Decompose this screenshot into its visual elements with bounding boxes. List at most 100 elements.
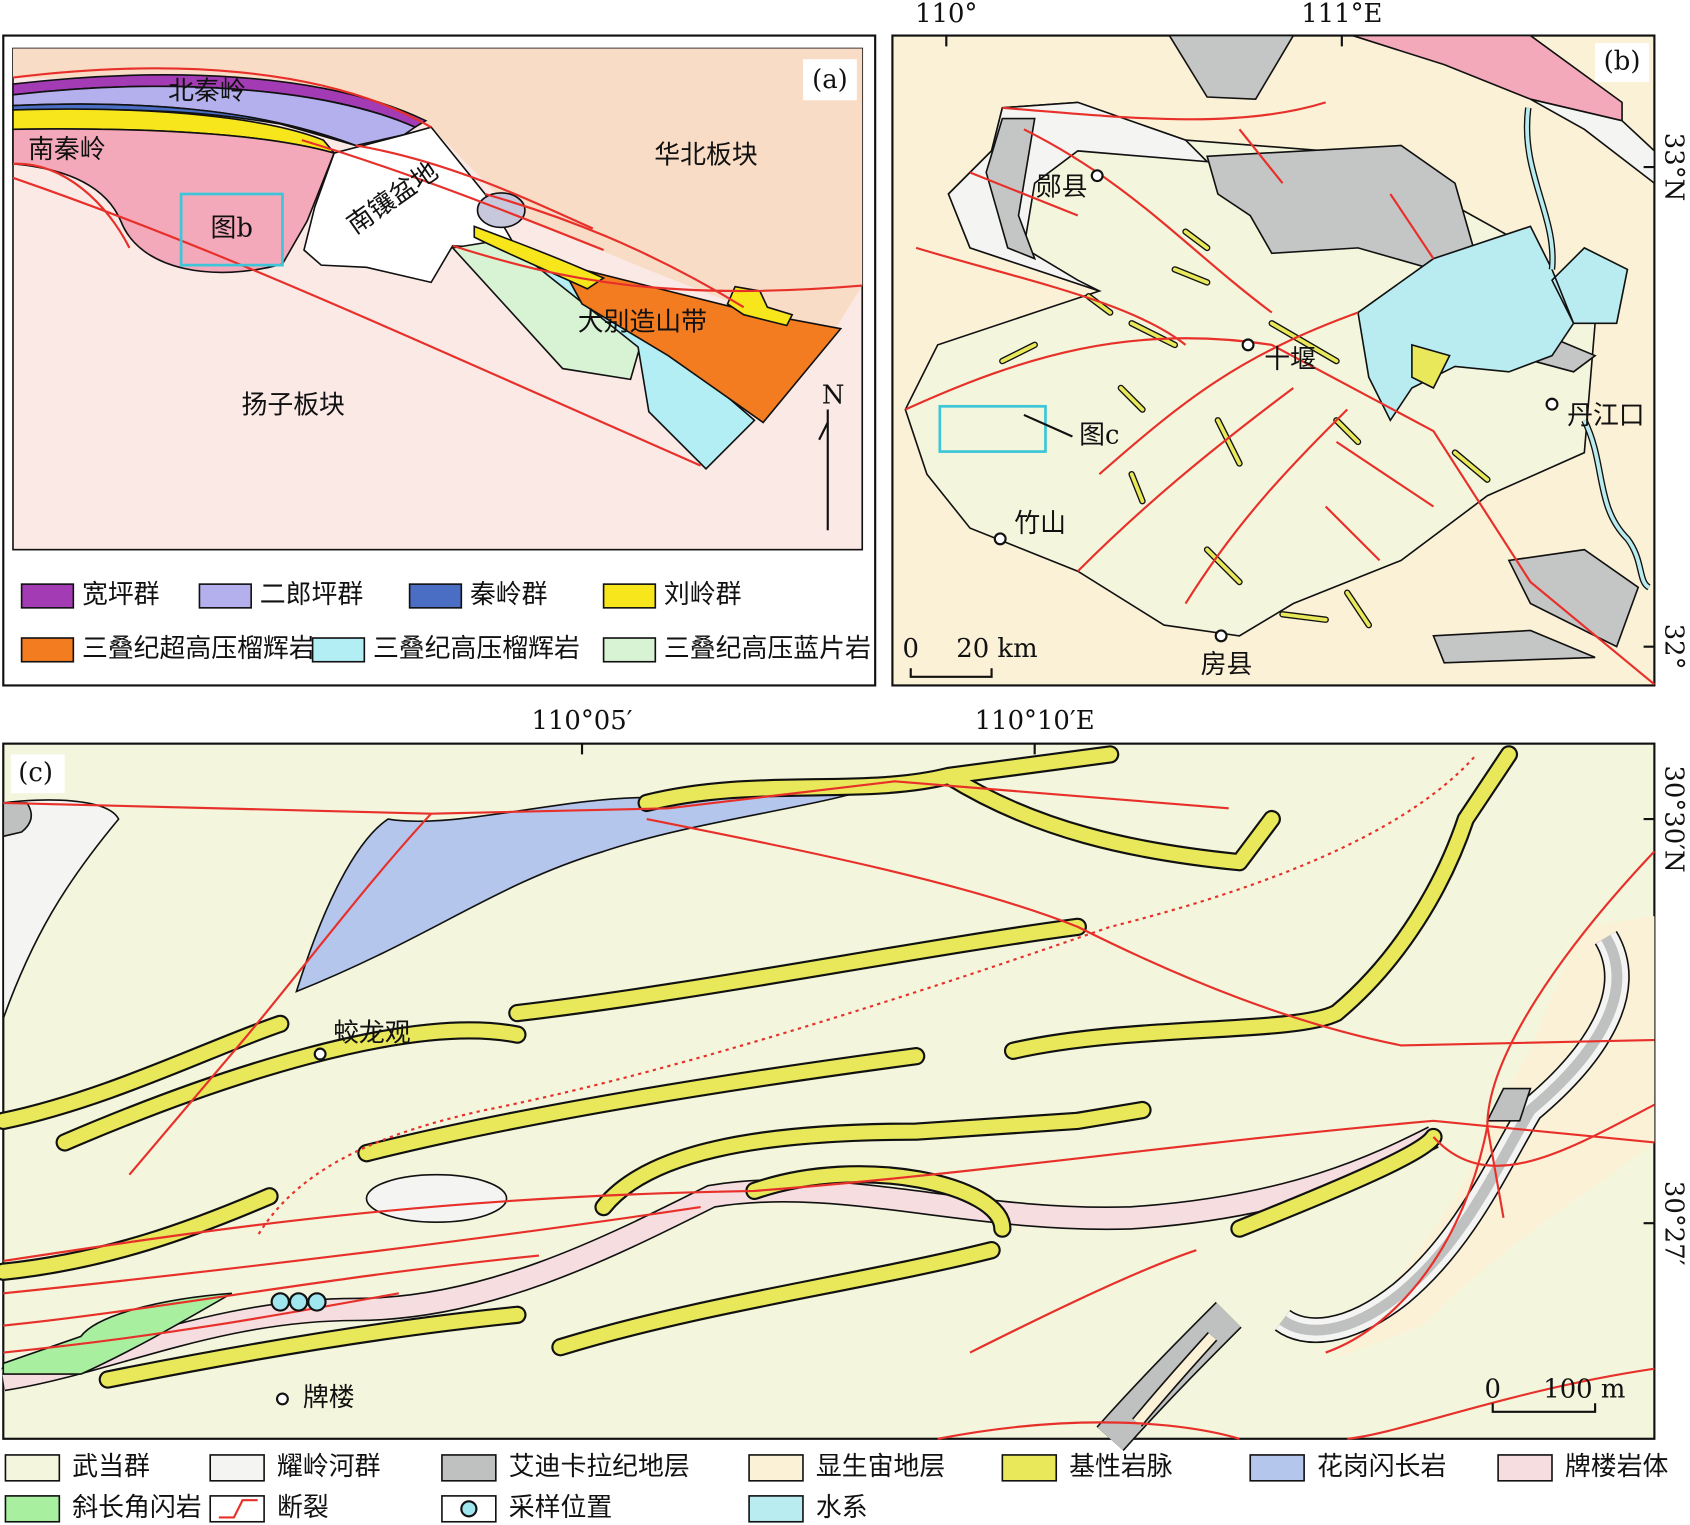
scale-label: 20 km xyxy=(956,634,1037,664)
legend-sample xyxy=(460,1500,478,1518)
panel-c: (c) 110°05′ 110°10′E 30°30′N 30°27′ 蛟龙观 … xyxy=(0,706,1689,1523)
lat-tick: 30°30′N xyxy=(1659,765,1689,872)
legend-swatch xyxy=(311,637,366,663)
place-label: 南秦岭 xyxy=(28,135,106,165)
place-label: 房县 xyxy=(1201,650,1253,680)
legend-label: 三叠纪超高压榴辉岩 xyxy=(82,634,315,664)
legend-label: 武当群 xyxy=(72,1452,150,1482)
place-label: 大别造山带 xyxy=(578,307,707,337)
place-label: 图b xyxy=(211,214,253,244)
location-marker xyxy=(275,1392,289,1406)
legend-label: 二郎坪群 xyxy=(260,580,363,610)
legend-label: 宽坪群 xyxy=(82,580,160,610)
place-label: 十堰 xyxy=(1264,345,1316,375)
place-label: 蛟龙观 xyxy=(333,1019,411,1049)
map-shape xyxy=(1167,34,1295,100)
location-marker xyxy=(288,1292,309,1312)
frame xyxy=(938,404,1047,453)
map-shape xyxy=(1133,1333,1217,1426)
map-shape xyxy=(3,780,1656,1440)
map-shape xyxy=(12,48,863,329)
location-marker xyxy=(313,1047,327,1061)
map-shape xyxy=(818,421,829,441)
legend-swatch xyxy=(4,1454,61,1482)
frame xyxy=(802,59,857,101)
shape-group xyxy=(275,1047,327,1406)
frame xyxy=(179,192,284,267)
map-shape xyxy=(473,225,606,290)
scale-label: 100 m xyxy=(1543,1374,1625,1404)
legend-label: 三叠纪高压蓝片岩 xyxy=(664,634,871,664)
place-label: 丹江口 xyxy=(1567,401,1645,431)
legend-swatch xyxy=(1001,1454,1058,1482)
legend-label: 断裂 xyxy=(277,1493,329,1523)
legend-label: 耀岭河群 xyxy=(277,1452,380,1482)
map-shape xyxy=(909,668,993,678)
map-shape xyxy=(12,128,336,274)
place-label: 华北板块 xyxy=(654,140,758,170)
frame xyxy=(10,754,65,794)
legend-label: 牌楼岩体 xyxy=(1565,1452,1669,1482)
legend-swatch xyxy=(441,1454,497,1482)
map-shape xyxy=(12,67,863,467)
map-shape xyxy=(1491,1403,1597,1413)
location-marker xyxy=(993,532,1007,546)
map-line xyxy=(1023,413,1073,438)
lat-tick: 33°N xyxy=(1659,133,1689,201)
map-shape xyxy=(1279,934,1623,1336)
legend-swatch xyxy=(602,637,657,663)
map-shape xyxy=(0,747,1516,1387)
legend-label: 秦岭群 xyxy=(470,580,548,610)
map-shape xyxy=(1411,343,1451,390)
legend-label: 采样位置 xyxy=(509,1493,612,1523)
map-shape xyxy=(904,101,1656,686)
lat-tick: 30°27′ xyxy=(1659,1181,1689,1266)
panel-label: (b) xyxy=(1604,47,1641,77)
legend-label: 斜长角闪岩 xyxy=(72,1493,201,1523)
legend-fault xyxy=(218,1499,258,1519)
legend-label: 艾迪卡拉纪地层 xyxy=(509,1452,690,1482)
legend-swatch xyxy=(408,583,463,609)
location-marker xyxy=(1545,397,1559,411)
legend-label: 三叠纪高压榴辉岩 xyxy=(373,634,580,664)
panel-label: (a) xyxy=(812,65,848,95)
frame xyxy=(1595,43,1649,82)
legend-label: 基性岩脉 xyxy=(1069,1452,1173,1482)
place-label: 北秦岭 xyxy=(168,77,246,107)
place-label: 图c xyxy=(1079,420,1119,450)
panel-a: (a) 北秦岭 南秦岭 华北板块 南镶盆地 图b 大别造山带 扬子板块 N 宽坪… xyxy=(2,34,877,687)
scale-label: 0 xyxy=(1484,1374,1500,1404)
map-shape xyxy=(580,743,1655,1225)
lon-tick: 110° xyxy=(915,0,977,29)
location-marker xyxy=(307,1292,327,1312)
frame xyxy=(2,742,1656,1440)
lon-tick: 110°10′E xyxy=(975,706,1095,736)
legend-label: 水系 xyxy=(816,1493,868,1523)
shape-group xyxy=(0,747,1516,1387)
map-shape xyxy=(726,285,794,327)
map-shape xyxy=(1432,548,1640,664)
map-shape xyxy=(257,753,1478,1235)
scale-label: 0 xyxy=(903,634,919,664)
legend-swatch xyxy=(748,1454,804,1482)
map-shape xyxy=(1336,916,1655,1358)
legend-swatch xyxy=(1497,1454,1553,1482)
north-label: N xyxy=(822,381,845,411)
legend-swatch xyxy=(20,583,75,609)
legend-label: 刘岭群 xyxy=(664,580,742,610)
legend-swatch xyxy=(209,1454,265,1482)
legend-label: 花岗闪长岩 xyxy=(1317,1452,1446,1482)
legend-swatch xyxy=(602,583,657,609)
place-label: 郧县 xyxy=(1036,173,1088,203)
legend-swatch xyxy=(748,1495,804,1523)
panel-label: (c) xyxy=(18,758,53,788)
location-marker xyxy=(1214,629,1228,643)
map-shape xyxy=(1000,229,1490,627)
map-shape xyxy=(303,126,519,284)
map-shape xyxy=(2,799,120,1019)
panel-b: (b) 110° 111°E 33°N 32° 郧县 十堰 丹江口 竹山 房县 … xyxy=(891,0,1689,687)
legend-swatch xyxy=(4,1495,61,1523)
location-marker xyxy=(1090,169,1104,183)
place-label: 扬子板块 xyxy=(241,390,345,420)
